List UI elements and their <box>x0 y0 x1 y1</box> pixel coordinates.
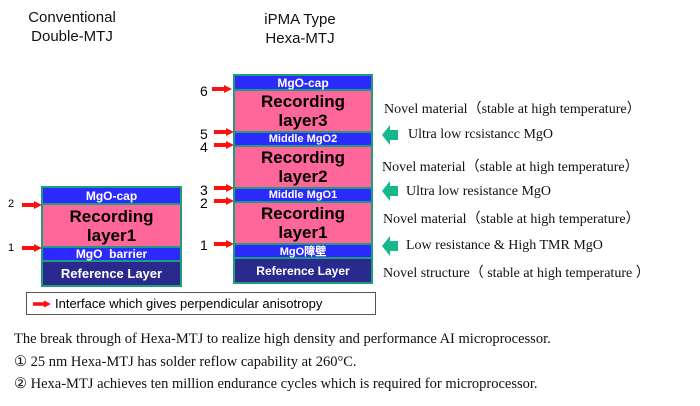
title-line: iPMA Type <box>264 11 336 28</box>
conventional-title: Conventional Double-MTJ <box>12 8 132 46</box>
middle-mgo2-layer: Middle MgO2 <box>235 133 371 147</box>
interface-arrow-icon <box>212 85 232 93</box>
description-recording-layer1: Novel material（stable at high temperatur… <box>383 212 640 227</box>
description-middle-mgo1: Ultra low resistance MgO <box>406 184 552 199</box>
interface-arrow-icon <box>214 128 234 136</box>
interface-arrow-icon <box>33 300 51 308</box>
mgo-barrier-layer: MgO障壁 <box>235 245 371 259</box>
interface-number: 1 <box>8 242 15 254</box>
footer-line: ② Hexa-MTJ achieves ten million enduranc… <box>14 376 538 392</box>
interface-arrow-icon <box>214 197 234 205</box>
interface-number: 3 <box>200 182 208 198</box>
legend-box: Interface which gives perpendicular anis… <box>26 292 376 315</box>
mgo-barrier-layer: MgO barrier <box>43 247 180 262</box>
ipma-title: iPMA Type Hexa-MTJ <box>240 10 360 48</box>
recording-layer3: Recording layer3 <box>235 91 371 133</box>
interface-arrow-icon <box>214 240 234 248</box>
green-arrow-icon <box>382 236 398 256</box>
reference-layer: Reference Layer <box>43 262 180 285</box>
legend-label: Interface which gives perpendicular anis… <box>55 296 323 311</box>
green-arrow-icon <box>382 181 398 201</box>
interface-number: 2 <box>200 195 208 211</box>
recording-layer1: Recording layer1 <box>235 203 371 245</box>
interface-number: 1 <box>200 237 208 253</box>
title-line: Hexa-MTJ <box>265 30 335 47</box>
interface-number: 4 <box>200 139 208 155</box>
title-line: Double-MTJ <box>31 28 113 45</box>
footer-line: ① 25 nm Hexa-MTJ has solder reflow capab… <box>14 354 357 370</box>
description-middle-mgo2: Ultra low rcsistancc MgO <box>408 127 554 142</box>
reference-layer: Reference Layer <box>235 259 371 282</box>
hexa-mtj-stack: MgO-cap Recording layer3 Middle MgO2 Rec… <box>233 74 373 284</box>
interface-number: 2 <box>8 198 15 210</box>
description-recording-layer2: Novel material（stable at high temperatur… <box>382 160 639 175</box>
interface-number: 5 <box>200 126 208 142</box>
interface-arrow-icon <box>22 244 42 252</box>
title-line: Conventional <box>28 9 116 26</box>
interface-arrow-icon <box>22 201 42 209</box>
description-mgo-barrier: Low resistance & High TMR MgO <box>406 238 603 253</box>
green-arrow-icon <box>382 125 398 145</box>
conventional-mtj-stack: MgO-cap Recording layer1 MgO barrier Ref… <box>41 186 182 287</box>
footer-line: The break through of Hexa-MTJ to realize… <box>14 331 551 347</box>
interface-arrow-icon <box>214 141 234 149</box>
middle-mgo1-layer: Middle MgO1 <box>235 189 371 203</box>
interface-arrow-icon <box>214 184 234 192</box>
recording-layer2: Recording layer2 <box>235 147 371 189</box>
interface-number: 6 <box>200 83 208 99</box>
mgo-cap-layer: MgO-cap <box>235 76 371 91</box>
description-recording-layer3: Novel material（stable at high temperatur… <box>384 102 641 117</box>
mgo-cap-layer: MgO-cap <box>43 188 180 205</box>
recording-layer1: Recording layer1 <box>43 205 180 248</box>
description-reference-layer: Novel structure（ stable at high temperat… <box>383 266 650 281</box>
